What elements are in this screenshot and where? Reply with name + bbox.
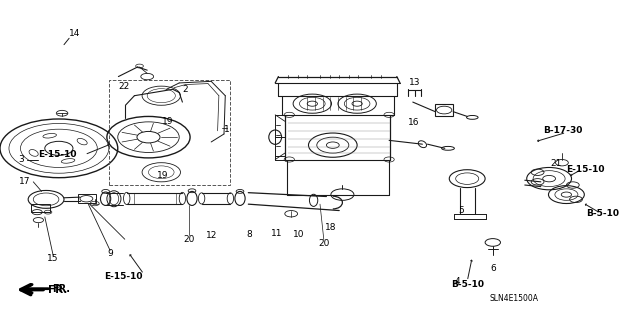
Text: 9: 9	[108, 249, 113, 258]
Text: 8: 8	[247, 230, 252, 239]
Text: FR.: FR.	[52, 284, 70, 294]
Text: 14: 14	[69, 29, 81, 38]
Text: 20: 20	[318, 239, 330, 248]
Text: 21: 21	[550, 159, 562, 168]
Bar	[31, 204, 50, 212]
Text: 12: 12	[205, 231, 217, 240]
Text: 18: 18	[325, 223, 337, 232]
Text: B-5-10: B-5-10	[451, 280, 484, 289]
Text: 6: 6	[490, 264, 495, 273]
Text: 5: 5	[458, 206, 463, 215]
Text: 4: 4	[454, 277, 460, 286]
Text: 16: 16	[408, 118, 420, 127]
Text: 11: 11	[271, 229, 282, 238]
Bar	[435, 104, 453, 116]
Text: 19: 19	[157, 171, 169, 180]
Text: E-15-10: E-15-10	[566, 165, 605, 174]
Text: 1: 1	[224, 125, 230, 134]
Bar	[109, 80, 230, 185]
Text: 13: 13	[409, 78, 420, 87]
Text: 22: 22	[118, 82, 129, 91]
Text: E-15-10: E-15-10	[104, 272, 143, 281]
Text: 10: 10	[293, 230, 305, 239]
Text: 15: 15	[47, 254, 59, 263]
Text: B-17-30: B-17-30	[543, 126, 582, 135]
Text: 3: 3	[19, 155, 24, 164]
Text: SLN4E1500A: SLN4E1500A	[490, 294, 539, 303]
Text: B-5-10: B-5-10	[586, 209, 620, 218]
Text: 2: 2	[183, 85, 188, 94]
Text: 19: 19	[162, 117, 173, 126]
Text: E-15-10: E-15-10	[38, 150, 77, 159]
Text: 20: 20	[183, 235, 195, 244]
Text: FR.: FR.	[48, 285, 67, 295]
Bar	[78, 194, 96, 203]
Text: 17: 17	[19, 177, 31, 186]
